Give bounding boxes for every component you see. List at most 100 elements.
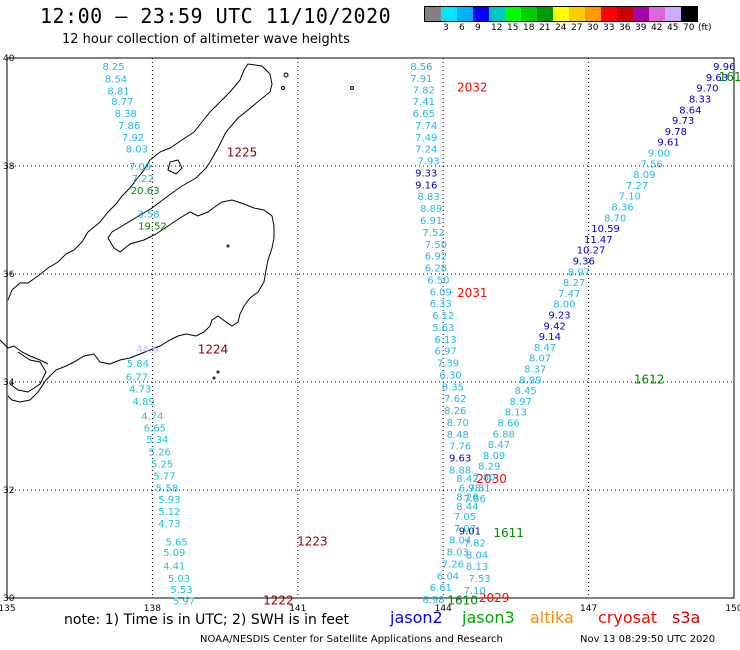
wave-height-value: 9.16	[415, 180, 437, 191]
wave-height-value: 8.99	[519, 375, 541, 386]
legend-swatch	[633, 7, 649, 21]
wave-height-value: 7.52	[422, 228, 444, 239]
satellite-name-s3a: s3a	[672, 608, 701, 627]
wave-height-value: 8.38	[115, 109, 137, 120]
coastline	[0, 63, 354, 403]
wave-height-value: 8.97	[568, 267, 590, 278]
wave-height-value: 8.13	[505, 408, 527, 419]
wave-height-value: 7.86	[464, 494, 486, 505]
credit-line: NOAA/NESDIS Center for Satellite Applica…	[200, 634, 503, 645]
satellite-name-jason2: jason2	[390, 608, 443, 627]
legend-swatch	[537, 7, 553, 21]
legend-swatch	[553, 7, 569, 21]
track-time-label: 1612	[634, 372, 665, 386]
track-time-label: 1222	[263, 594, 294, 608]
wave-height-value: 8.89	[420, 204, 442, 215]
wave-height-value: 8.44	[456, 502, 478, 513]
lat-lon-grid: 135 138 141 144 147 150 30 32 34 36 38 40	[0, 54, 740, 614]
legend-tick-label: 27	[571, 23, 583, 33]
wave-height-value: 9.00	[648, 149, 670, 160]
wave-height-value: 9.42	[544, 321, 566, 332]
legend-tick-label: 15	[507, 23, 519, 33]
map-frame	[6, 57, 735, 599]
legend-swatch	[441, 7, 457, 21]
legend-tick-label: 24	[555, 23, 567, 33]
wave-height-value: 8.07	[529, 354, 551, 365]
wave-height-value: 8.37	[524, 365, 546, 376]
track-time-label: 1224	[198, 343, 229, 357]
lat-tick-label: 32	[3, 486, 14, 496]
legend-swatch	[505, 7, 521, 21]
legend-tick-label: 6	[459, 23, 465, 33]
wave-height-value: 7.22	[132, 174, 154, 185]
wave-height-value: 8.97	[510, 397, 532, 408]
footnote: note: 1) Time is in UTC; 2) SWH is in fe…	[64, 612, 350, 628]
wave-height-value: 7.86	[118, 121, 140, 132]
lat-tick-label: 40	[3, 54, 15, 64]
legend-labels: 3 6 9 12 15 18 21 24 27 30 33 36 39 42 45 70 (ft)	[424, 22, 712, 36]
lon-tick-label: 147	[580, 604, 597, 614]
legend-tick-label: 33	[603, 23, 615, 33]
satellite-name-altika: altika	[530, 608, 574, 627]
wave-height-value: 7.76	[449, 442, 471, 453]
lon-tick-label: 150	[725, 604, 740, 614]
track-time-label: 2030	[476, 472, 507, 486]
legend-unit-label: (ft)	[698, 23, 712, 33]
lon-tick-label: 135	[0, 604, 16, 614]
wave-height-value: 8.54	[105, 75, 127, 86]
track-time-label: 1610	[447, 594, 478, 608]
wave-height-value: 6.33	[430, 299, 452, 310]
wave-height-value: 7.91	[410, 74, 432, 85]
wave-height-value: 7.24	[415, 145, 437, 156]
wave-height-value: 11.47	[584, 235, 613, 246]
wave-height-value: 8.09	[633, 170, 655, 181]
track-time-label: 1223	[297, 534, 328, 548]
wave-height-value: 6.92	[425, 252, 447, 263]
wave-height-value: 6.12	[432, 311, 454, 322]
legend-swatch	[649, 7, 665, 21]
wave-height-value: 9.70	[696, 84, 718, 95]
track-time-label: 1225	[227, 146, 258, 160]
wave-height-value: 7.10	[464, 586, 486, 597]
wave-height-value: 6.97	[434, 347, 456, 358]
legend-swatch	[601, 7, 617, 21]
wave-height-value: 8.36	[611, 203, 633, 214]
legend-swatch	[585, 7, 601, 21]
wave-height-value: 10.27	[577, 246, 606, 257]
wave-height-value: 5.34	[146, 435, 168, 446]
wave-height-value: 7.62	[444, 394, 466, 405]
track-time-label: 2031	[457, 286, 488, 300]
wave-height-value: 8.42	[456, 474, 478, 485]
wave-height-value: 5.25	[151, 460, 173, 471]
wave-height-value: 8.03	[126, 145, 148, 156]
wave-height-value: 5.58	[156, 483, 178, 494]
wave-height-value: 7.49	[415, 133, 437, 144]
wave-height-value: 6.98	[422, 595, 444, 606]
wave-height-value: 7.41	[413, 97, 435, 108]
wave-height-value: 9.96	[713, 62, 735, 73]
track-time-label: 1611	[493, 526, 524, 540]
wave-height-value: 5.97	[173, 597, 195, 608]
wave-height-value: 8.64	[679, 105, 701, 116]
wave-height-value: 5.26	[149, 448, 171, 459]
wave-height-value: 7.39	[437, 359, 459, 370]
legend-tick-label: 3	[443, 23, 449, 33]
wave-height-value: 8.83	[418, 192, 440, 203]
wave-height-value: 7.80	[473, 473, 495, 484]
wave-height-value: 7.07	[454, 524, 476, 535]
wave-height-value: 20.63	[131, 186, 160, 197]
wave-height-value: 8.09	[483, 451, 505, 462]
wave-height-value: 9.61	[657, 138, 679, 149]
timestamp: Nov 13 08:29:50 UTC 2020	[580, 634, 716, 645]
lon-tick-label: 141	[289, 604, 306, 614]
wave-height-value: 7.92	[122, 133, 144, 144]
wave-height-value: 8.27	[563, 278, 585, 289]
lon-tick-label: 144	[435, 604, 452, 614]
wave-height-value: 4.41	[163, 562, 185, 573]
wave-height-value: 8.00	[553, 300, 575, 311]
wave-height-value: 9.36	[573, 257, 595, 268]
wave-height-value: 9.73	[672, 116, 694, 127]
legend-swatch	[569, 7, 585, 21]
wave-height-value: 9.01	[459, 527, 481, 538]
wave-height-value: 9.78	[665, 127, 687, 138]
